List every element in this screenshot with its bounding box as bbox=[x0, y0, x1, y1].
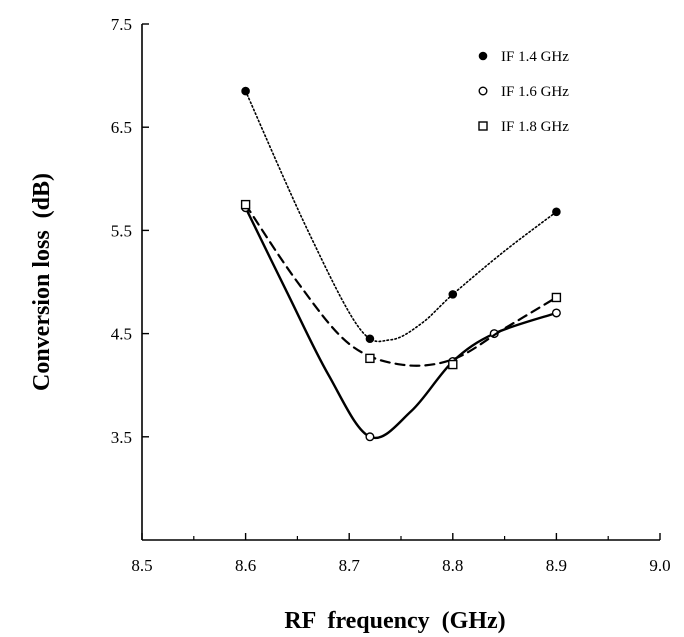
series-3 bbox=[240, 199, 562, 370]
x-tick-label: 8.8 bbox=[442, 556, 463, 575]
y-tick-label: 7.5 bbox=[111, 15, 132, 34]
series-2 bbox=[241, 203, 561, 442]
series-line bbox=[244, 206, 558, 440]
data-point-filled-circle bbox=[448, 290, 458, 299]
y-tick-label: 5.5 bbox=[111, 221, 132, 240]
legend-label: IF 1.8 GHz bbox=[501, 119, 569, 135]
legend-label: IF 1.6 GHz bbox=[501, 84, 569, 100]
data-point-filled-circle bbox=[241, 86, 250, 96]
x-axis-title: RF frequency (GHz) bbox=[284, 608, 505, 634]
data-point-filled-circle bbox=[478, 51, 488, 61]
x-tick-label: 9.0 bbox=[649, 556, 670, 575]
data-point-open-circle bbox=[551, 308, 561, 318]
y-tick-label: 4.5 bbox=[111, 325, 132, 344]
data-point-open-circle bbox=[478, 86, 488, 96]
data-point-filled-circle bbox=[365, 334, 375, 344]
plot-frame bbox=[141, 24, 660, 541]
series-line bbox=[244, 203, 558, 367]
x-tick-label: 8.7 bbox=[339, 556, 361, 575]
x-tick-label: 8.5 bbox=[131, 556, 152, 575]
y-tick-label: 6.5 bbox=[111, 118, 132, 137]
axis-ticks: 8.5 8.6 8.7 8.8 8.9 9.0 3.5 4.5 5.5 6.5 7.5 bbox=[111, 15, 671, 575]
series-line bbox=[244, 90, 558, 343]
data-point-open-square bbox=[448, 359, 458, 370]
data-point-open-square bbox=[365, 353, 375, 364]
data-point-open-square bbox=[551, 292, 562, 303]
y-tick-label: 3.5 bbox=[111, 428, 132, 447]
y-axis-title: Conversion loss (dB) bbox=[29, 173, 55, 391]
data-point-open-square bbox=[478, 121, 488, 131]
data-point-open-square bbox=[240, 199, 251, 210]
x-tick-label: 8.9 bbox=[546, 556, 567, 575]
legend-label: IF 1.4 GHz bbox=[501, 49, 569, 65]
data-point-filled-circle bbox=[552, 207, 561, 217]
legend: IF 1.4 GHz IF 1.6 GHz IF 1.8 GHz bbox=[478, 49, 569, 135]
x-tick-label: 8.6 bbox=[235, 556, 256, 575]
data-series bbox=[240, 86, 562, 442]
data-point-open-circle bbox=[365, 432, 375, 442]
series-1 bbox=[241, 86, 561, 344]
